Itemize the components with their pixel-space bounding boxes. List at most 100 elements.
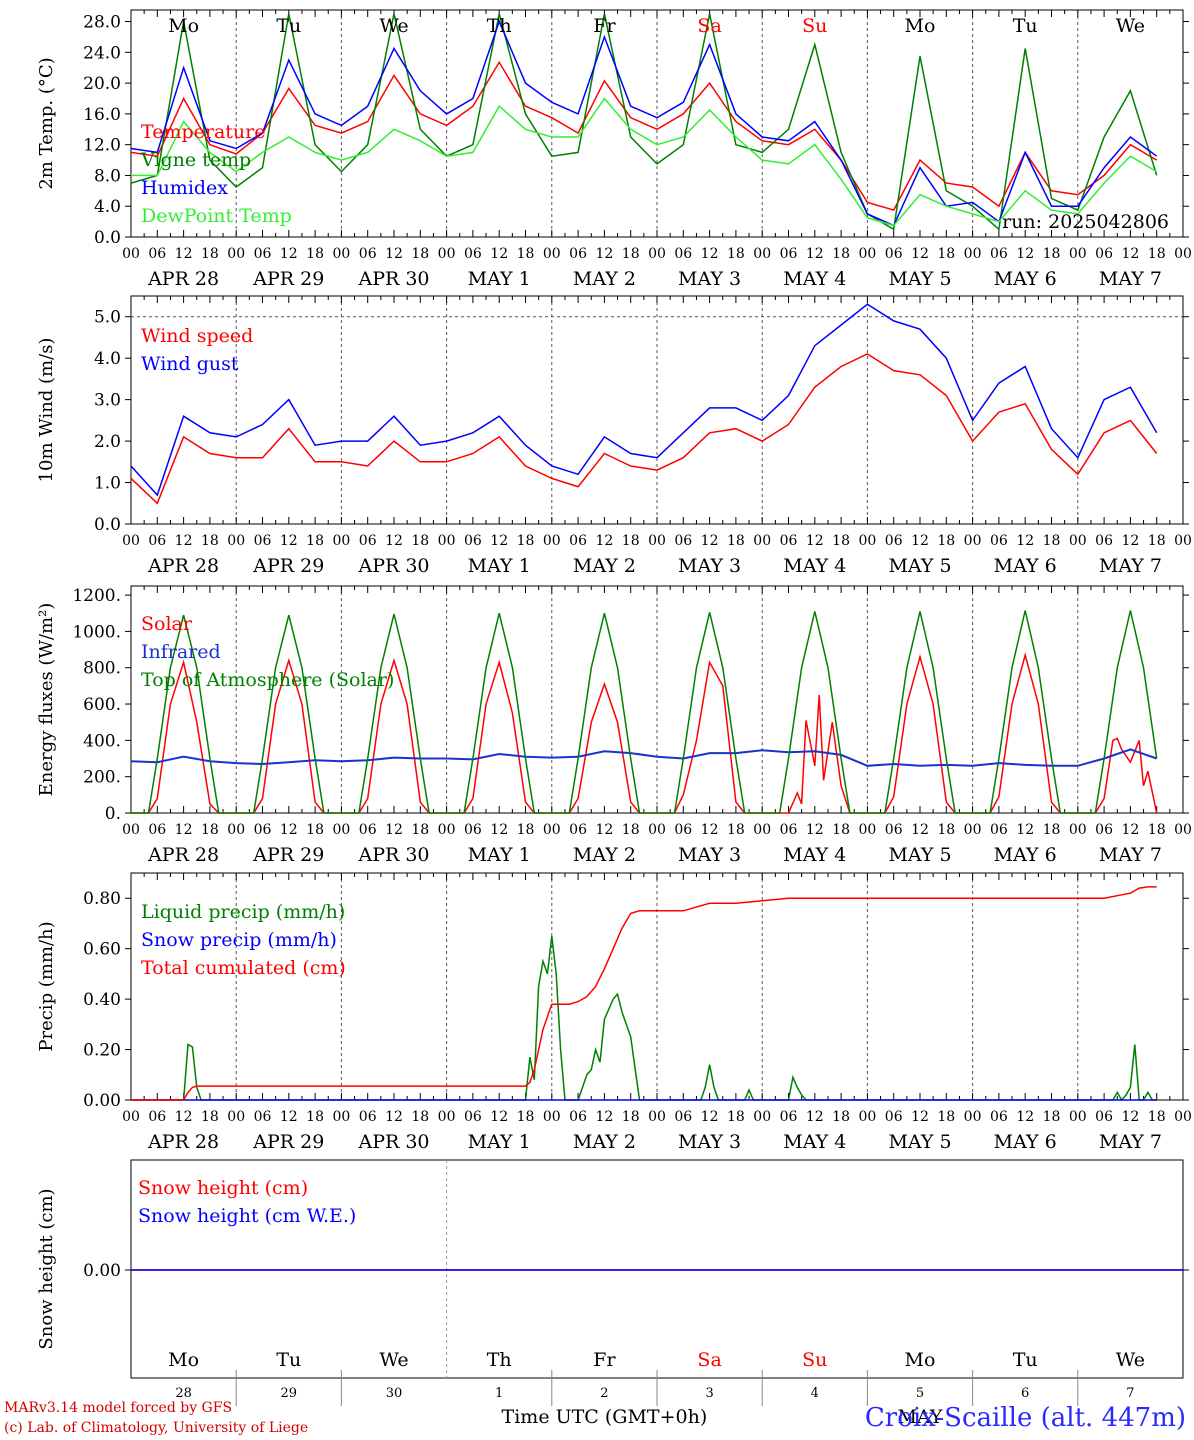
hour-label: 12 <box>1016 533 1034 549</box>
hour-label: 18 <box>517 246 535 262</box>
hour-label: 18 <box>832 822 850 838</box>
weekday-label-bottom: Fr <box>593 1349 616 1371</box>
hour-label: 18 <box>1043 533 1061 549</box>
date-label: APR 28 <box>147 268 219 290</box>
date-label: APR 28 <box>147 555 219 577</box>
legend-entry: Vigne temp <box>140 149 251 171</box>
hour-label: 12 <box>1121 1109 1139 1125</box>
hour-label: 18 <box>1043 246 1061 262</box>
hour-label: 06 <box>674 822 692 838</box>
hour-label: 06 <box>1095 246 1113 262</box>
day-number: 29 <box>281 1386 298 1401</box>
hour-label: 12 <box>911 533 929 549</box>
hour-label: 00 <box>1069 533 1087 549</box>
y-tick-label: 24.0 <box>83 43 121 63</box>
hour-label: 06 <box>1095 1109 1113 1125</box>
hour-label: 06 <box>780 246 798 262</box>
hour-label: 06 <box>780 822 798 838</box>
hour-label: 00 <box>964 533 982 549</box>
hour-label: 00 <box>753 533 771 549</box>
date-label: APR 30 <box>357 844 429 866</box>
hour-label: 00 <box>1069 1109 1087 1125</box>
legend-entry: Top of Atmosphere (Solar) <box>141 669 394 691</box>
hour-label: 06 <box>990 246 1008 262</box>
run-label: run: 2025042806 <box>1002 211 1169 233</box>
weekday-label-bottom: We <box>379 1349 408 1371</box>
y-tick-label: 0.20 <box>83 1041 121 1061</box>
hour-label: 00 <box>332 1109 350 1125</box>
x-axis-title: Time UTC (GMT+0h) <box>502 1406 708 1428</box>
hour-label: 12 <box>595 822 613 838</box>
y-tick-label: 28.0 <box>83 13 121 33</box>
hour-label: 00 <box>964 822 982 838</box>
date-label: MAY 3 <box>678 1131 741 1153</box>
hour-label: 12 <box>806 533 824 549</box>
date-label: MAY 2 <box>573 1131 636 1153</box>
hour-label: 06 <box>569 1109 587 1125</box>
weekday-label: Mo <box>905 15 936 37</box>
hour-label: 06 <box>254 246 272 262</box>
hour-label: 00 <box>227 1109 245 1125</box>
y-tick-label: 0.00 <box>83 1261 121 1281</box>
hour-label: 12 <box>701 246 719 262</box>
hour-label: 06 <box>148 246 166 262</box>
hour-label: 18 <box>306 246 324 262</box>
date-label: MAY 1 <box>468 844 531 866</box>
y-tick-label: 0.00 <box>83 1091 121 1111</box>
y-tick-label: 400. <box>83 731 121 751</box>
hour-label: 06 <box>674 246 692 262</box>
weekday-label-bottom: Su <box>802 1349 827 1371</box>
hour-label: 06 <box>780 1109 798 1125</box>
hour-label: 06 <box>990 533 1008 549</box>
hour-label: 18 <box>306 1109 324 1125</box>
hour-label: 06 <box>1095 822 1113 838</box>
y-tick-label: 2.0 <box>94 432 121 452</box>
hour-label: 18 <box>622 822 640 838</box>
hour-label: 12 <box>911 822 929 838</box>
hour-label: 18 <box>727 1109 745 1125</box>
hour-label: 18 <box>727 533 745 549</box>
hour-label: 12 <box>806 1109 824 1125</box>
hour-label: 00 <box>648 533 666 549</box>
y-axis-title: Energy fluxes (W/m²) <box>36 603 57 797</box>
day-number: 1 <box>495 1386 503 1401</box>
hour-label: 12 <box>595 246 613 262</box>
y-tick-label: 0.80 <box>83 889 121 909</box>
hour-label: 18 <box>727 822 745 838</box>
legend-entry: Snow precip (mm/h) <box>141 929 337 951</box>
weekday-label: We <box>1116 15 1145 37</box>
hour-label: 00 <box>543 1109 561 1125</box>
hour-label: 00 <box>332 246 350 262</box>
hour-label: 12 <box>1016 1109 1034 1125</box>
weekday-label-bottom: Tu <box>1013 1349 1038 1371</box>
y-tick-label: 600. <box>83 695 121 715</box>
hour-label: 06 <box>569 822 587 838</box>
hour-label: 12 <box>1016 246 1034 262</box>
date-label: MAY 7 <box>1099 1131 1162 1153</box>
hour-label: 18 <box>937 822 955 838</box>
hour-label: 00 <box>122 246 140 262</box>
weekday-label-bottom: Mo <box>905 1349 936 1371</box>
weekday-label-bottom: We <box>1116 1349 1145 1371</box>
hour-label: 18 <box>201 246 219 262</box>
y-tick-label: 4.0 <box>94 197 121 217</box>
weekday-label: Th <box>487 15 512 37</box>
hour-label: 12 <box>175 822 193 838</box>
legend-entry: Snow height (cm W.E.) <box>138 1205 356 1227</box>
hour-label: 00 <box>227 246 245 262</box>
series-line-1-3 <box>130 19 1158 227</box>
hour-label: 06 <box>359 822 377 838</box>
weekday-label: Tu <box>1013 15 1038 37</box>
series-line-3-2 <box>130 748 1158 767</box>
model-credit: MARv3.14 model forced by GFS <box>4 1400 233 1416</box>
y-tick-label: 0.0 <box>94 228 121 248</box>
panel-4 <box>125 872 1189 1102</box>
hour-label: 06 <box>148 533 166 549</box>
weekday-label-bottom: Tu <box>276 1349 301 1371</box>
y-tick-label: 0.40 <box>83 990 121 1010</box>
hour-label: 00 <box>858 822 876 838</box>
hour-label: 12 <box>385 246 403 262</box>
hour-label: 00 <box>543 246 561 262</box>
hour-label: 06 <box>885 822 903 838</box>
